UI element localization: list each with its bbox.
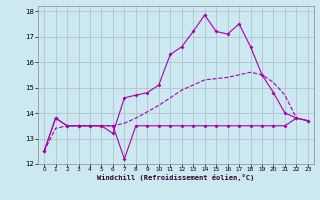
X-axis label: Windchill (Refroidissement éolien,°C): Windchill (Refroidissement éolien,°C)	[97, 174, 255, 181]
